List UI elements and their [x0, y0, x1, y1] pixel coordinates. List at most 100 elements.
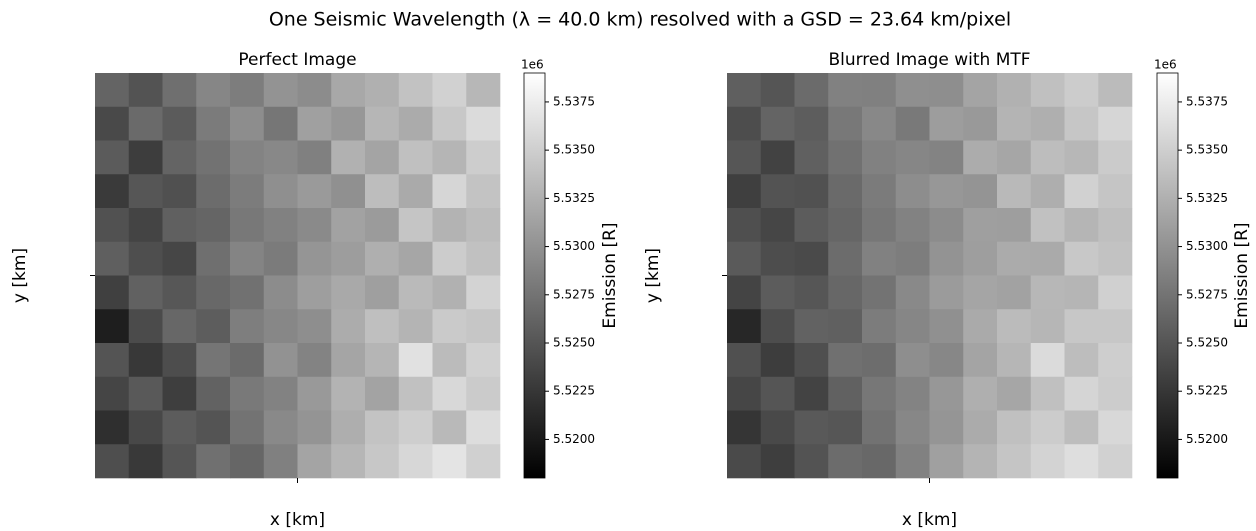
pixel — [95, 208, 130, 243]
pixel — [128, 241, 163, 276]
pixel — [963, 208, 998, 243]
pixel — [929, 309, 964, 344]
pixel — [794, 140, 829, 175]
pixel — [128, 174, 163, 209]
pixel — [365, 241, 400, 276]
pixel — [1030, 208, 1065, 243]
pixel — [196, 106, 231, 141]
pixel — [196, 444, 231, 479]
pixel — [1098, 309, 1133, 344]
pixel — [432, 241, 467, 276]
pixel — [331, 309, 366, 344]
pixel — [862, 343, 897, 378]
pixel — [162, 309, 197, 344]
pixel — [297, 376, 332, 411]
pixel — [895, 241, 930, 276]
pixel — [398, 73, 433, 108]
pixel — [432, 174, 467, 209]
pixel — [95, 106, 130, 141]
pixel — [1064, 444, 1099, 479]
pixel — [95, 174, 130, 209]
pixel — [794, 410, 829, 445]
pixel — [895, 106, 930, 141]
pixel — [963, 73, 998, 108]
pixel — [895, 376, 930, 411]
pixel — [331, 343, 366, 378]
pixel — [1030, 343, 1065, 378]
pixel — [196, 73, 231, 108]
pixel — [263, 275, 298, 310]
pixel — [128, 444, 163, 479]
pixel — [760, 174, 795, 209]
pixel — [398, 343, 433, 378]
pixel — [95, 140, 130, 175]
pixel — [727, 174, 762, 209]
pixel — [929, 376, 964, 411]
pixel — [331, 174, 366, 209]
pixel — [1098, 73, 1133, 108]
pixel — [929, 208, 964, 243]
pixel — [263, 309, 298, 344]
pixel — [196, 174, 231, 209]
x-axis-label: x [km] — [270, 510, 325, 530]
pixel — [263, 410, 298, 445]
pixel — [929, 241, 964, 276]
pixel — [365, 376, 400, 411]
pixel — [365, 174, 400, 209]
pixel — [263, 376, 298, 411]
pixel — [862, 106, 897, 141]
pixel — [862, 309, 897, 344]
pixel — [365, 140, 400, 175]
pixel — [895, 444, 930, 479]
subplot-title: Blurred Image with MTF — [828, 50, 1030, 70]
colorbar-tick-label: 5.5350 — [1186, 143, 1228, 157]
pixel — [828, 309, 863, 344]
pixel — [196, 140, 231, 175]
pixel — [365, 275, 400, 310]
pixel — [794, 241, 829, 276]
pixel — [997, 106, 1032, 141]
pixel — [828, 106, 863, 141]
pixel — [727, 73, 762, 108]
pixel — [230, 73, 265, 108]
pixel — [862, 241, 897, 276]
pixel — [466, 140, 501, 175]
pixel — [466, 208, 501, 243]
pixel — [432, 376, 467, 411]
pixel — [128, 309, 163, 344]
pixel — [466, 343, 501, 378]
pixel — [1064, 208, 1099, 243]
pixel — [1064, 376, 1099, 411]
pixel — [929, 140, 964, 175]
pixel — [162, 140, 197, 175]
pixel — [963, 410, 998, 445]
pixel — [997, 309, 1032, 344]
pixel — [760, 241, 795, 276]
pixel — [331, 106, 366, 141]
pixel — [727, 241, 762, 276]
pixel — [432, 73, 467, 108]
pixel — [963, 444, 998, 479]
pixel — [1064, 275, 1099, 310]
pixel — [128, 376, 163, 411]
pixel — [828, 208, 863, 243]
colorbar-tick-label: 5.5300 — [553, 239, 595, 253]
pixel — [760, 343, 795, 378]
pixel — [1064, 73, 1099, 108]
pixel — [128, 208, 163, 243]
pixel — [230, 309, 265, 344]
pixel — [365, 309, 400, 344]
pixel — [828, 410, 863, 445]
colorbar-tick-label: 5.5375 — [553, 94, 595, 108]
pixel — [1064, 343, 1099, 378]
pixel — [466, 73, 501, 108]
colorbar-offset: 1e6 — [1154, 58, 1177, 72]
pixel — [828, 343, 863, 378]
pixel — [760, 140, 795, 175]
pixel — [365, 73, 400, 108]
pixel — [963, 376, 998, 411]
pixel — [196, 410, 231, 445]
pixel — [1098, 241, 1133, 276]
pixel — [466, 376, 501, 411]
